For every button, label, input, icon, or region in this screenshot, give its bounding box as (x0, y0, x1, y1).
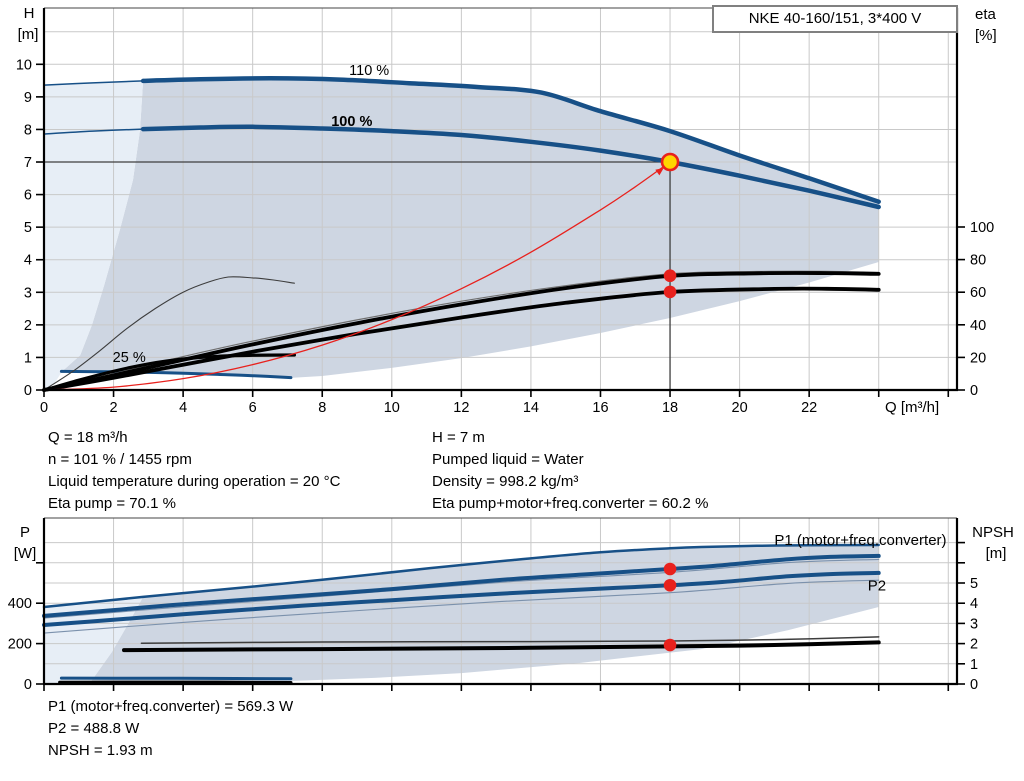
info-line-eta-total: Eta pump+motor+freq.converter = 60.2 % (432, 495, 709, 512)
duty-info-right: H = 7 m Pumped liquid = Water Density = … (432, 427, 708, 515)
operating-point-marker (660, 152, 680, 172)
h-axis-unit: [m] (18, 26, 39, 43)
curve-p1-100-thin (43, 558, 880, 619)
duty-value-dot (663, 578, 677, 592)
tick-label: 10 (16, 57, 32, 73)
q-axis-title: Q [m³/h] (885, 399, 939, 416)
curve-p2-100-thin (43, 579, 880, 634)
info-line-eta-pump: Eta pump = 70.1 % (48, 495, 176, 512)
npsh-axis-unit: [m] (986, 545, 1007, 562)
curve-eta-25-total (45, 353, 296, 391)
tick-label: 3 (970, 616, 978, 632)
tick-label: 60 (970, 285, 986, 301)
tick-label: 0 (24, 677, 32, 693)
tick-label: 80 (970, 253, 986, 269)
curve-eta-25-arc (43, 276, 295, 391)
tick-label: 7 (24, 155, 32, 171)
info-line-density: Density = 998.2 kg/m³ (432, 473, 579, 490)
tick-label: 0 (970, 677, 978, 693)
tick-label: 4 (24, 253, 32, 269)
tick-label: 1 (970, 657, 978, 673)
curve-npsh-110-thin (140, 636, 880, 644)
curve-label: P1 (motor+freq.converter) (774, 532, 946, 549)
eta-axis-title: eta (975, 6, 997, 23)
tick-label: 0 (24, 383, 32, 399)
curve-110-percent-lead (43, 80, 144, 86)
curve-system-curve (43, 161, 671, 391)
envelope-allowed-operating-range (62, 78, 879, 378)
curve-label: 100 % (331, 114, 372, 130)
tick-label: 0 (40, 400, 48, 416)
info-line-speed: n = 101 % / 1455 rpm (48, 451, 192, 468)
curve-label: P2 (868, 578, 886, 595)
tick-label: 20 (970, 350, 986, 366)
tick-label: 2 (110, 400, 118, 416)
curve-p-25 (59, 676, 293, 681)
result-info: P1 (motor+freq.converter) = 569.3 W P2 =… (48, 696, 293, 762)
curve-100-percent-lead (43, 128, 144, 135)
result-line-p2: P2 = 488.8 W (48, 720, 140, 737)
tick-label: 0 (970, 383, 978, 399)
tick-label: 400 (8, 596, 32, 612)
tick-label: 8 (318, 400, 326, 416)
duty-value-dot (663, 285, 677, 299)
h-axis-title: H (24, 5, 35, 22)
tick-label: 18 (662, 400, 678, 416)
power-npsh-chart: P1 (motor+freq.converter) P2 0 200 400 0 1 2 3 4 5 (8, 517, 978, 693)
p-axis-unit: [W] (14, 545, 37, 562)
tick-label: 6 (249, 400, 257, 416)
info-line-q: Q = 18 m³/h (48, 429, 128, 446)
info-line-temperature: Liquid temperature during operation = 20… (48, 473, 341, 490)
tick-label: 2 (970, 637, 978, 653)
curve-label: 110 % (349, 63, 389, 79)
curve-110-percent (140, 76, 881, 204)
curve-p2 (42, 570, 881, 627)
duty-value-dot (663, 562, 677, 576)
tick-label: 22 (801, 400, 817, 416)
curve-eta-pump-total (42, 286, 881, 392)
tick-label: 8 (24, 122, 32, 138)
tick-label: 4 (970, 596, 978, 612)
curve-100-percent (140, 124, 881, 210)
eta-axis-unit: [%] (975, 27, 997, 44)
duty-value-dot (663, 269, 677, 283)
curve-p1-110-limit (42, 543, 880, 609)
curve-label: 25 % (113, 350, 146, 366)
tick-label: 4 (179, 400, 187, 416)
tick-label: 14 (523, 400, 539, 416)
curve-p1 (42, 553, 881, 618)
npsh-axis-title: NPSH (972, 524, 1014, 541)
duty-value-dot (663, 638, 677, 652)
curve-eta-pump (42, 271, 881, 392)
result-line-p1: P1 (motor+freq.converter) = 569.3 W (48, 698, 294, 715)
duty-info-left: Q = 18 m³/h n = 101 % / 1455 rpm Liquid … (48, 427, 340, 515)
tick-label: 200 (8, 637, 32, 653)
hq-chart: 110 %100 %25 %0 2 4 6 8 10 12 14 16 18 20 220123456… (16, 7, 994, 416)
tick-label: 16 (592, 400, 608, 416)
tick-label: 12 (453, 400, 469, 416)
info-line-h: H = 7 m (432, 429, 485, 446)
tick-label: 40 (970, 318, 986, 334)
tick-label: 2 (24, 318, 32, 334)
tick-label: 5 (970, 576, 978, 592)
tick-label: 1 (24, 350, 32, 366)
tick-label: 20 (732, 400, 748, 416)
envelope-low-flow-range (44, 80, 144, 391)
tick-label: 3 (24, 285, 32, 301)
p-axis-title: P (20, 524, 30, 541)
info-line-liquid: Pumped liquid = Water (432, 451, 584, 468)
result-line-npsh: NPSH = 1.93 m (48, 742, 153, 759)
pump-title-box: NKE 40-160/151, 3*400 V (712, 5, 958, 33)
tick-label: 5 (24, 220, 32, 236)
tick-label: 6 (24, 188, 32, 204)
system-curve-arrowhead (655, 167, 664, 176)
tick-label: 10 (384, 400, 400, 416)
curve-npsh (122, 640, 881, 653)
tick-label: 100 (970, 220, 994, 236)
tick-label: 9 (24, 90, 32, 106)
